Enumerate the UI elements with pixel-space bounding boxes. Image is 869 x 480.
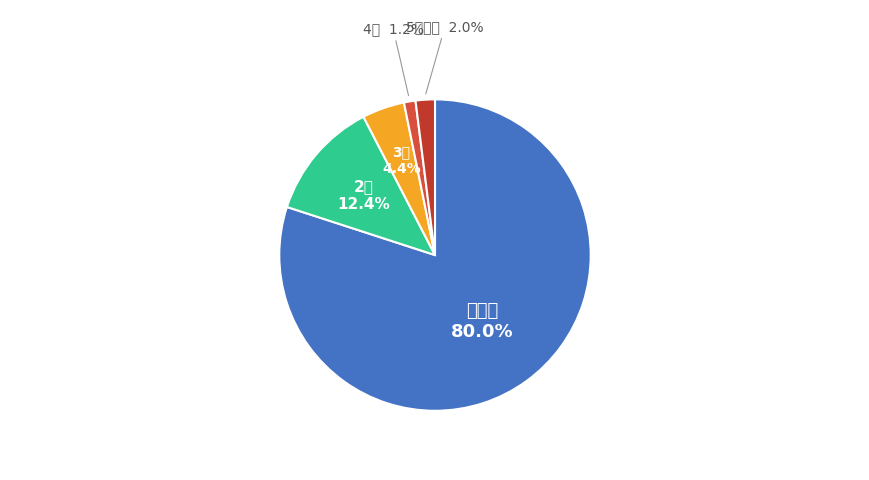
Text: 5回以上  2.0%: 5回以上 2.0%	[406, 20, 483, 95]
Text: 2回
12.4%: 2回 12.4%	[337, 179, 389, 211]
Wedge shape	[287, 118, 434, 255]
Wedge shape	[403, 101, 434, 255]
Wedge shape	[415, 100, 434, 255]
Text: 3回
4.4%: 3回 4.4%	[381, 145, 421, 175]
Text: 4回  1.2%: 4回 1.2%	[362, 22, 423, 96]
Wedge shape	[363, 103, 434, 255]
Wedge shape	[279, 100, 590, 411]
Text: 初めて
80.0%: 初めて 80.0%	[451, 301, 514, 340]
